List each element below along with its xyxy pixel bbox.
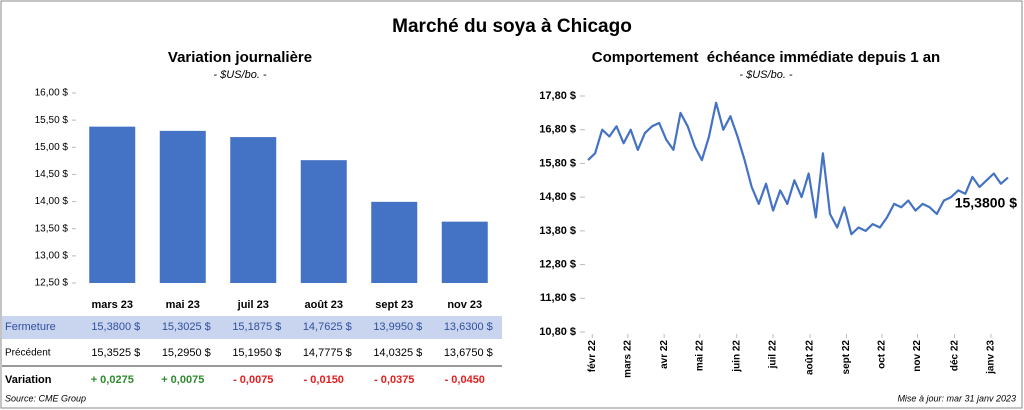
price-line — [587, 101, 1009, 236]
x-tick-label: mai 23 — [166, 299, 200, 311]
row-label: Fermeture — [5, 321, 56, 333]
bar — [159, 130, 206, 283]
value-label: 14,7625 $ — [303, 321, 352, 333]
y-tick-label: 17,80 $ — [539, 90, 576, 102]
value-label: 15,3800 $ — [91, 321, 140, 333]
row-band — [2, 316, 502, 339]
y-tick-label: 14,50 $ — [35, 169, 69, 180]
table-cell: - 0,0375 — [374, 374, 414, 386]
x-tick-label: janv 23 — [986, 340, 997, 375]
y-tick-label: 13,80 $ — [539, 225, 576, 237]
table-cell: - 0,0150 — [304, 374, 344, 386]
table-cell: + 0,0275 — [91, 374, 134, 386]
y-tick-label: 10,80 $ — [539, 326, 576, 338]
x-tick-label: mars 22 — [623, 340, 634, 378]
table-cell: 15,1950 $ — [232, 347, 281, 359]
source: Source: CME Group — [5, 393, 86, 403]
y-tick-label: 12,50 $ — [35, 278, 69, 289]
x-tick-label: sept 23 — [375, 299, 413, 311]
y-tick-label: 14,00 $ — [35, 196, 69, 207]
page-title: Marché du soya à Chicago — [392, 16, 632, 37]
x-tick-label: févr 22 — [587, 340, 598, 373]
value-label: 13,6300 $ — [444, 321, 493, 333]
table-cell: 15,3525 $ — [91, 347, 140, 359]
table-cell: - 0,0075 — [233, 374, 273, 386]
bar — [230, 137, 277, 283]
table-cell: 15,2950 $ — [162, 347, 211, 359]
x-tick-label: déc 22 — [949, 340, 960, 372]
updated: Mise à jour: mar 31 janv 2023 — [897, 393, 1016, 403]
y-tick-label: 16,80 $ — [539, 124, 576, 136]
x-tick-label: avr 22 — [659, 340, 670, 369]
value-label: 15,3025 $ — [162, 321, 211, 333]
y-tick-label: 12,80 $ — [539, 258, 576, 270]
table-cell: 14,7775 $ — [303, 347, 352, 359]
x-tick-label: sept 22 — [841, 340, 852, 375]
row-label: Variation — [5, 374, 52, 386]
x-tick-label: août 23 — [304, 299, 343, 311]
y-tick-label: 16,00 $ — [35, 88, 69, 99]
chart-subtitle: - $US/bo. - — [739, 69, 793, 81]
x-tick-label: oct 22 — [877, 340, 888, 369]
x-tick-label: mars 23 — [91, 299, 133, 311]
y-tick-label: 15,00 $ — [35, 142, 69, 153]
x-tick-label: juil 23 — [237, 299, 269, 311]
chart-title: Variation journalière — [168, 49, 312, 66]
value-label: 15,1875 $ — [232, 321, 281, 333]
y-tick-label: 15,50 $ — [35, 115, 69, 126]
end-label: 15,3800 $ — [955, 195, 1017, 211]
bar — [89, 126, 136, 284]
value-label: 13,9950 $ — [373, 321, 422, 333]
bar — [441, 221, 488, 283]
row-label: Précédent — [5, 348, 51, 359]
x-tick-label: juin 22 — [731, 340, 742, 373]
x-tick-label: mai 22 — [694, 340, 705, 372]
y-tick-label: 14,80 $ — [539, 191, 576, 203]
table-cell: - 0,0450 — [445, 374, 485, 386]
x-tick-label: nov 22 — [912, 340, 923, 372]
y-tick-label: 13,50 $ — [35, 223, 69, 234]
bar — [300, 160, 347, 283]
bar — [371, 201, 418, 283]
y-tick-label: 11,80 $ — [540, 292, 576, 304]
x-tick-label: nov 23 — [447, 299, 482, 311]
y-tick-label: 13,00 $ — [35, 250, 69, 261]
x-tick-label: juil 22 — [768, 340, 779, 370]
table-cell: + 0,0075 — [161, 374, 204, 386]
chart-title: Comportement échéance immédiate depuis 1… — [592, 49, 940, 66]
y-tick-label: 15,80 $ — [539, 157, 576, 169]
table-cell: 13,6750 $ — [444, 347, 493, 359]
chart-subtitle: - $US/bo. - — [213, 69, 267, 81]
x-tick-label: août 22 — [805, 340, 816, 375]
table-cell: 14,0325 $ — [373, 347, 422, 359]
